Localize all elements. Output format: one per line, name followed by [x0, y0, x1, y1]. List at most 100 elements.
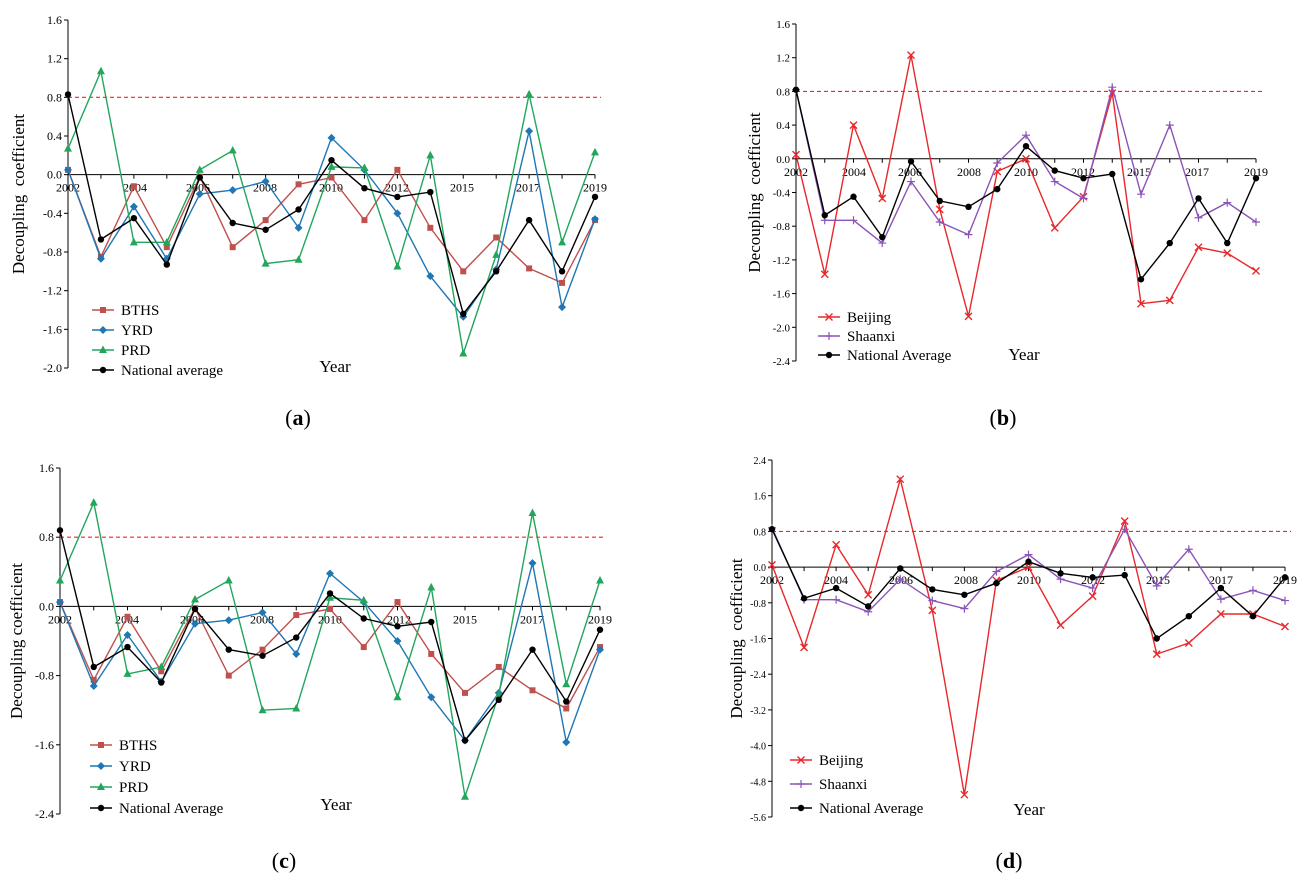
data-point: [1024, 563, 1033, 572]
x-tick-label: 2010: [1014, 165, 1038, 179]
data-point: [591, 193, 599, 201]
data-point: [394, 599, 401, 606]
data-point: [361, 217, 368, 224]
data-point: [1217, 584, 1225, 592]
data-point: [1152, 581, 1161, 590]
y-tick-label: 0.8: [39, 530, 54, 544]
y-axis-label: Decoupling coefficient: [727, 558, 746, 718]
x-axis-label: Year: [1013, 800, 1045, 819]
y-tick-label: -2.4: [750, 670, 766, 681]
data-point: [964, 230, 973, 239]
data-point: [393, 262, 402, 270]
data-point: [1216, 595, 1225, 604]
data-point: [326, 593, 334, 601]
data-point: [394, 193, 401, 201]
y-tick-label: 0.8: [754, 527, 767, 538]
x-tick-label: 2019: [1244, 165, 1268, 179]
data-point: [224, 575, 233, 584]
data-point: [96, 66, 105, 75]
legend-label: National Average: [119, 801, 224, 817]
x-tick-label: 2002: [760, 573, 784, 587]
y-tick-label: 0.4: [776, 120, 790, 132]
data-point: [1120, 517, 1129, 526]
y-tick-label: -1.2: [43, 284, 62, 298]
y-tick-label: -0.4: [773, 188, 791, 200]
legend-label: PRD: [119, 780, 148, 796]
data-point: [90, 676, 97, 683]
series-yrd: [56, 559, 604, 747]
data-point: [562, 679, 571, 688]
data-point: [596, 575, 604, 584]
data-point: [1216, 609, 1225, 618]
data-point: [261, 177, 270, 186]
data-point: [393, 637, 402, 645]
data-point: [394, 623, 401, 630]
data-point: [427, 188, 434, 196]
data-point: [1252, 266, 1260, 275]
series-national-average: [768, 525, 1289, 642]
data-point: [1022, 142, 1030, 150]
data-point: [965, 203, 972, 211]
data-point: [1184, 545, 1193, 554]
data-point: [849, 121, 858, 130]
data-point: [1057, 570, 1064, 577]
y-tick-label: 0.0: [47, 168, 62, 182]
data-point: [1195, 195, 1202, 202]
x-tick-label: 2012: [387, 612, 411, 626]
legend-marker: [100, 307, 106, 313]
series-line: [795, 89, 1257, 281]
data-point: [361, 185, 368, 192]
series-prd: [64, 66, 599, 357]
y-tick-label: -2.4: [35, 807, 54, 821]
data-point: [191, 594, 199, 603]
legend-marker: [98, 742, 104, 748]
legend-marker: [825, 313, 833, 321]
data-point: [130, 183, 137, 190]
panel-label: (d): [996, 848, 1023, 873]
y-tick-label: 0.0: [754, 563, 767, 574]
x-tick-label: 2004: [842, 165, 866, 179]
data-point: [123, 669, 132, 677]
series-shaanxi: [792, 83, 1260, 248]
legend-marker: [97, 804, 105, 812]
data-point: [1166, 239, 1173, 247]
data-point: [529, 646, 536, 653]
panel-label: (c): [272, 848, 296, 873]
data-point: [558, 268, 566, 275]
data-point: [1108, 83, 1117, 92]
y-tick-label: -1.2: [773, 255, 790, 267]
series-line: [59, 562, 601, 745]
data-point: [89, 681, 98, 690]
x-axis-label: Year: [320, 795, 352, 814]
x-tick-label: 2008: [250, 612, 274, 626]
data-point: [525, 216, 533, 224]
chart-panel-d: 2.4 1.6 0.8 0.0 -0.8 -1.6 -2.4 -3.2 -4.0 -4.8 -5.6…: [727, 456, 1297, 873]
data-point: [461, 792, 469, 800]
data-point: [359, 595, 368, 604]
y-tick-label: 0.8: [47, 90, 62, 104]
panel-label: (b): [990, 405, 1017, 430]
data-point: [1051, 167, 1058, 174]
data-point: [992, 567, 1001, 576]
data-point: [495, 696, 502, 704]
data-point: [907, 51, 915, 60]
data-point: [225, 646, 232, 653]
data-point: [191, 619, 199, 628]
x-tick-label: 2015: [453, 612, 477, 626]
y-tick-label: 2.4: [754, 456, 767, 467]
data-point: [1249, 612, 1257, 620]
y-tick-label: 0.0: [776, 154, 790, 166]
data-point: [56, 575, 64, 584]
data-point: [262, 217, 269, 224]
data-point: [56, 598, 64, 607]
y-tick-label: -1.6: [35, 738, 54, 752]
data-point: [96, 254, 105, 263]
data-point: [1056, 621, 1065, 630]
data-point: [879, 233, 886, 241]
data-point: [426, 272, 435, 281]
chart-panel-c: 1.60.80.0-0.8-1.6-2.42002200420062008201…: [7, 461, 612, 873]
data-point: [935, 205, 944, 214]
data-point: [1137, 276, 1145, 283]
